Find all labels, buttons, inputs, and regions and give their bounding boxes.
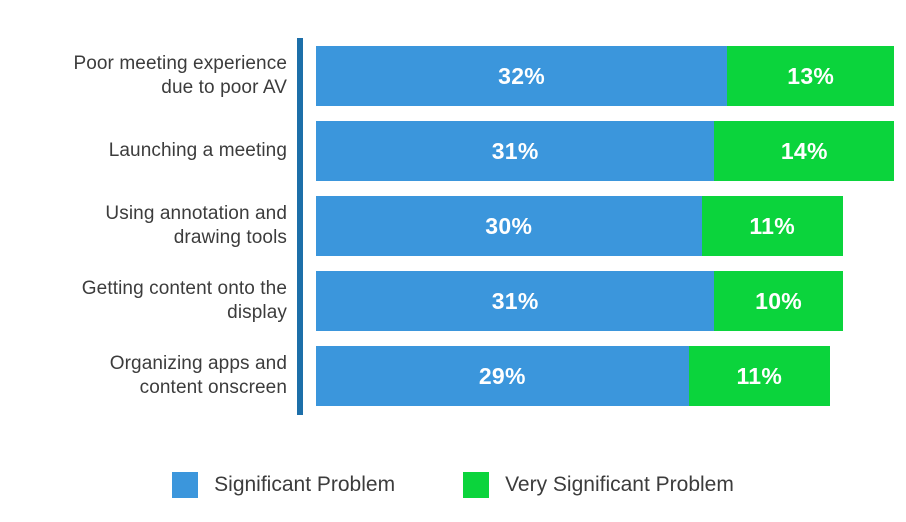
bar-segment-significant-problem: 30% <box>316 196 702 256</box>
category-label: Organizing apps and content onscreen <box>109 353 287 398</box>
bar-row: Organizing apps and content onscreen 29% 1… <box>0 346 906 406</box>
legend-item[interactable]: Significant Problem <box>172 472 395 498</box>
bar-segment-significant-problem: 31% <box>316 121 715 181</box>
category-label: Launching a meeting <box>108 140 287 161</box>
bar-value-label: 14% <box>780 137 828 164</box>
bar-segment-significant-problem: 29% <box>316 346 689 406</box>
legend-item[interactable]: Very Significant Problem <box>463 472 734 498</box>
bar-value-label: 11% <box>736 362 783 389</box>
bar-segment-very-significant-problem: 13% <box>727 46 895 106</box>
bar-value-label: 11% <box>749 212 795 239</box>
stacked-bar: 31% 14% <box>316 121 895 181</box>
bar-value-label: 31% <box>491 287 539 314</box>
category-label: Getting content onto the display <box>81 278 287 323</box>
legend-label: Significant Problem <box>214 473 396 496</box>
bar-value-label: 10% <box>755 287 803 314</box>
legend-swatch-significant-problem <box>172 472 199 498</box>
bar-row: Getting content onto the display 31% 10% <box>0 271 906 331</box>
bar-value-label: 13% <box>787 62 835 89</box>
bar-row: Poor meeting experience due to poor AV 32… <box>0 46 906 106</box>
stacked-bar: 31% 10% <box>316 271 843 331</box>
bar-rows: Poor meeting experience due to poor AV 32… <box>0 46 906 406</box>
stacked-bar: 29% 11% <box>316 346 830 406</box>
bar-value-label: 29% <box>478 362 526 389</box>
chart-legend: Significant Problem Very Significant Prob… <box>0 458 906 512</box>
bar-value-label: 30% <box>485 212 533 239</box>
bar-value-label: 32% <box>498 62 546 89</box>
legend-label: Very Significant Problem <box>505 473 734 496</box>
bar-segment-very-significant-problem: 10% <box>714 271 843 331</box>
bar-segment-very-significant-problem: 11% <box>701 196 843 256</box>
stacked-bar: 32% 13% <box>316 46 895 106</box>
plot-area: Poor meeting experience due to poor AV 32… <box>0 38 906 415</box>
category-label: Poor meeting experience due to poor AV <box>73 53 287 98</box>
bar-row: Using annotation and drawing tools 30% 11% <box>0 196 906 256</box>
stacked-bar: 30% 11% <box>316 196 843 256</box>
bar-segment-very-significant-problem: 14% <box>714 121 895 181</box>
category-label: Using annotation and drawing tools <box>105 203 287 248</box>
bar-segment-significant-problem: 31% <box>316 271 715 331</box>
bar-segment-significant-problem: 32% <box>316 46 728 106</box>
bar-value-label: 31% <box>491 137 539 164</box>
bar-segment-very-significant-problem: 11% <box>688 346 830 406</box>
legend-swatch-very-significant-problem <box>463 472 490 498</box>
bar-row: Launching a meeting 31% 14% <box>0 121 906 181</box>
category-axis-line <box>297 38 303 415</box>
